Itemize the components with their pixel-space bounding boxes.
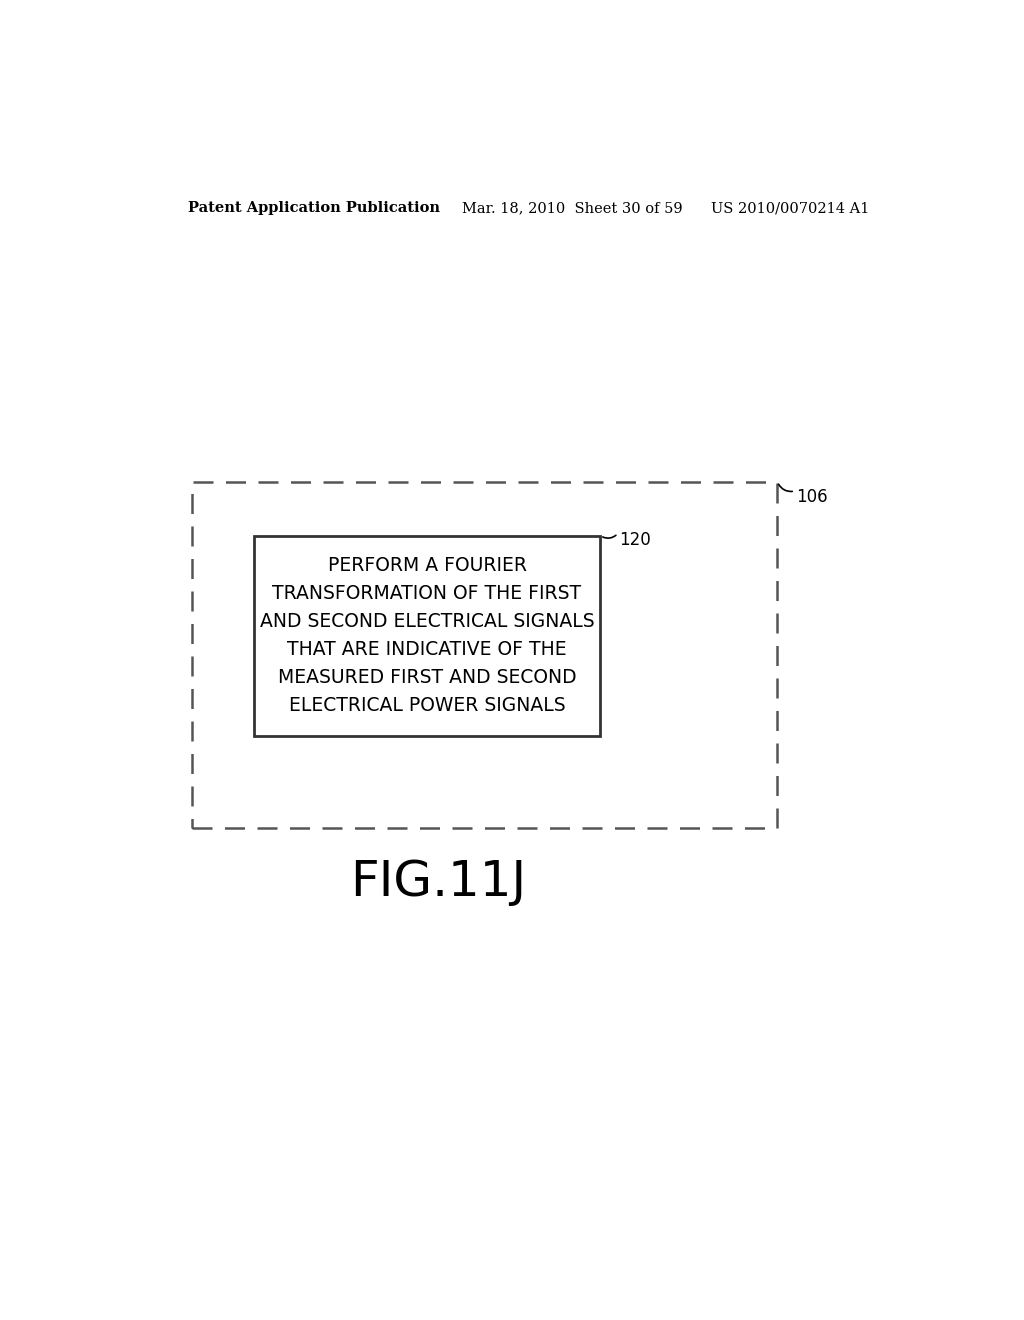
Bar [193, 482, 777, 829]
Text: FIG.11J: FIG.11J [350, 858, 526, 907]
Text: 106: 106 [797, 488, 828, 506]
Text: PERFORM A FOURIER
TRANSFORMATION OF THE FIRST
AND SECOND ELECTRICAL SIGNALS
THAT: PERFORM A FOURIER TRANSFORMATION OF THE … [260, 556, 594, 715]
Text: US 2010/0070214 A1: US 2010/0070214 A1 [712, 202, 869, 215]
Text: Mar. 18, 2010  Sheet 30 of 59: Mar. 18, 2010 Sheet 30 of 59 [462, 202, 682, 215]
Text: 120: 120 [620, 531, 651, 549]
Bar [254, 536, 600, 737]
Text: Patent Application Publication: Patent Application Publication [188, 202, 440, 215]
